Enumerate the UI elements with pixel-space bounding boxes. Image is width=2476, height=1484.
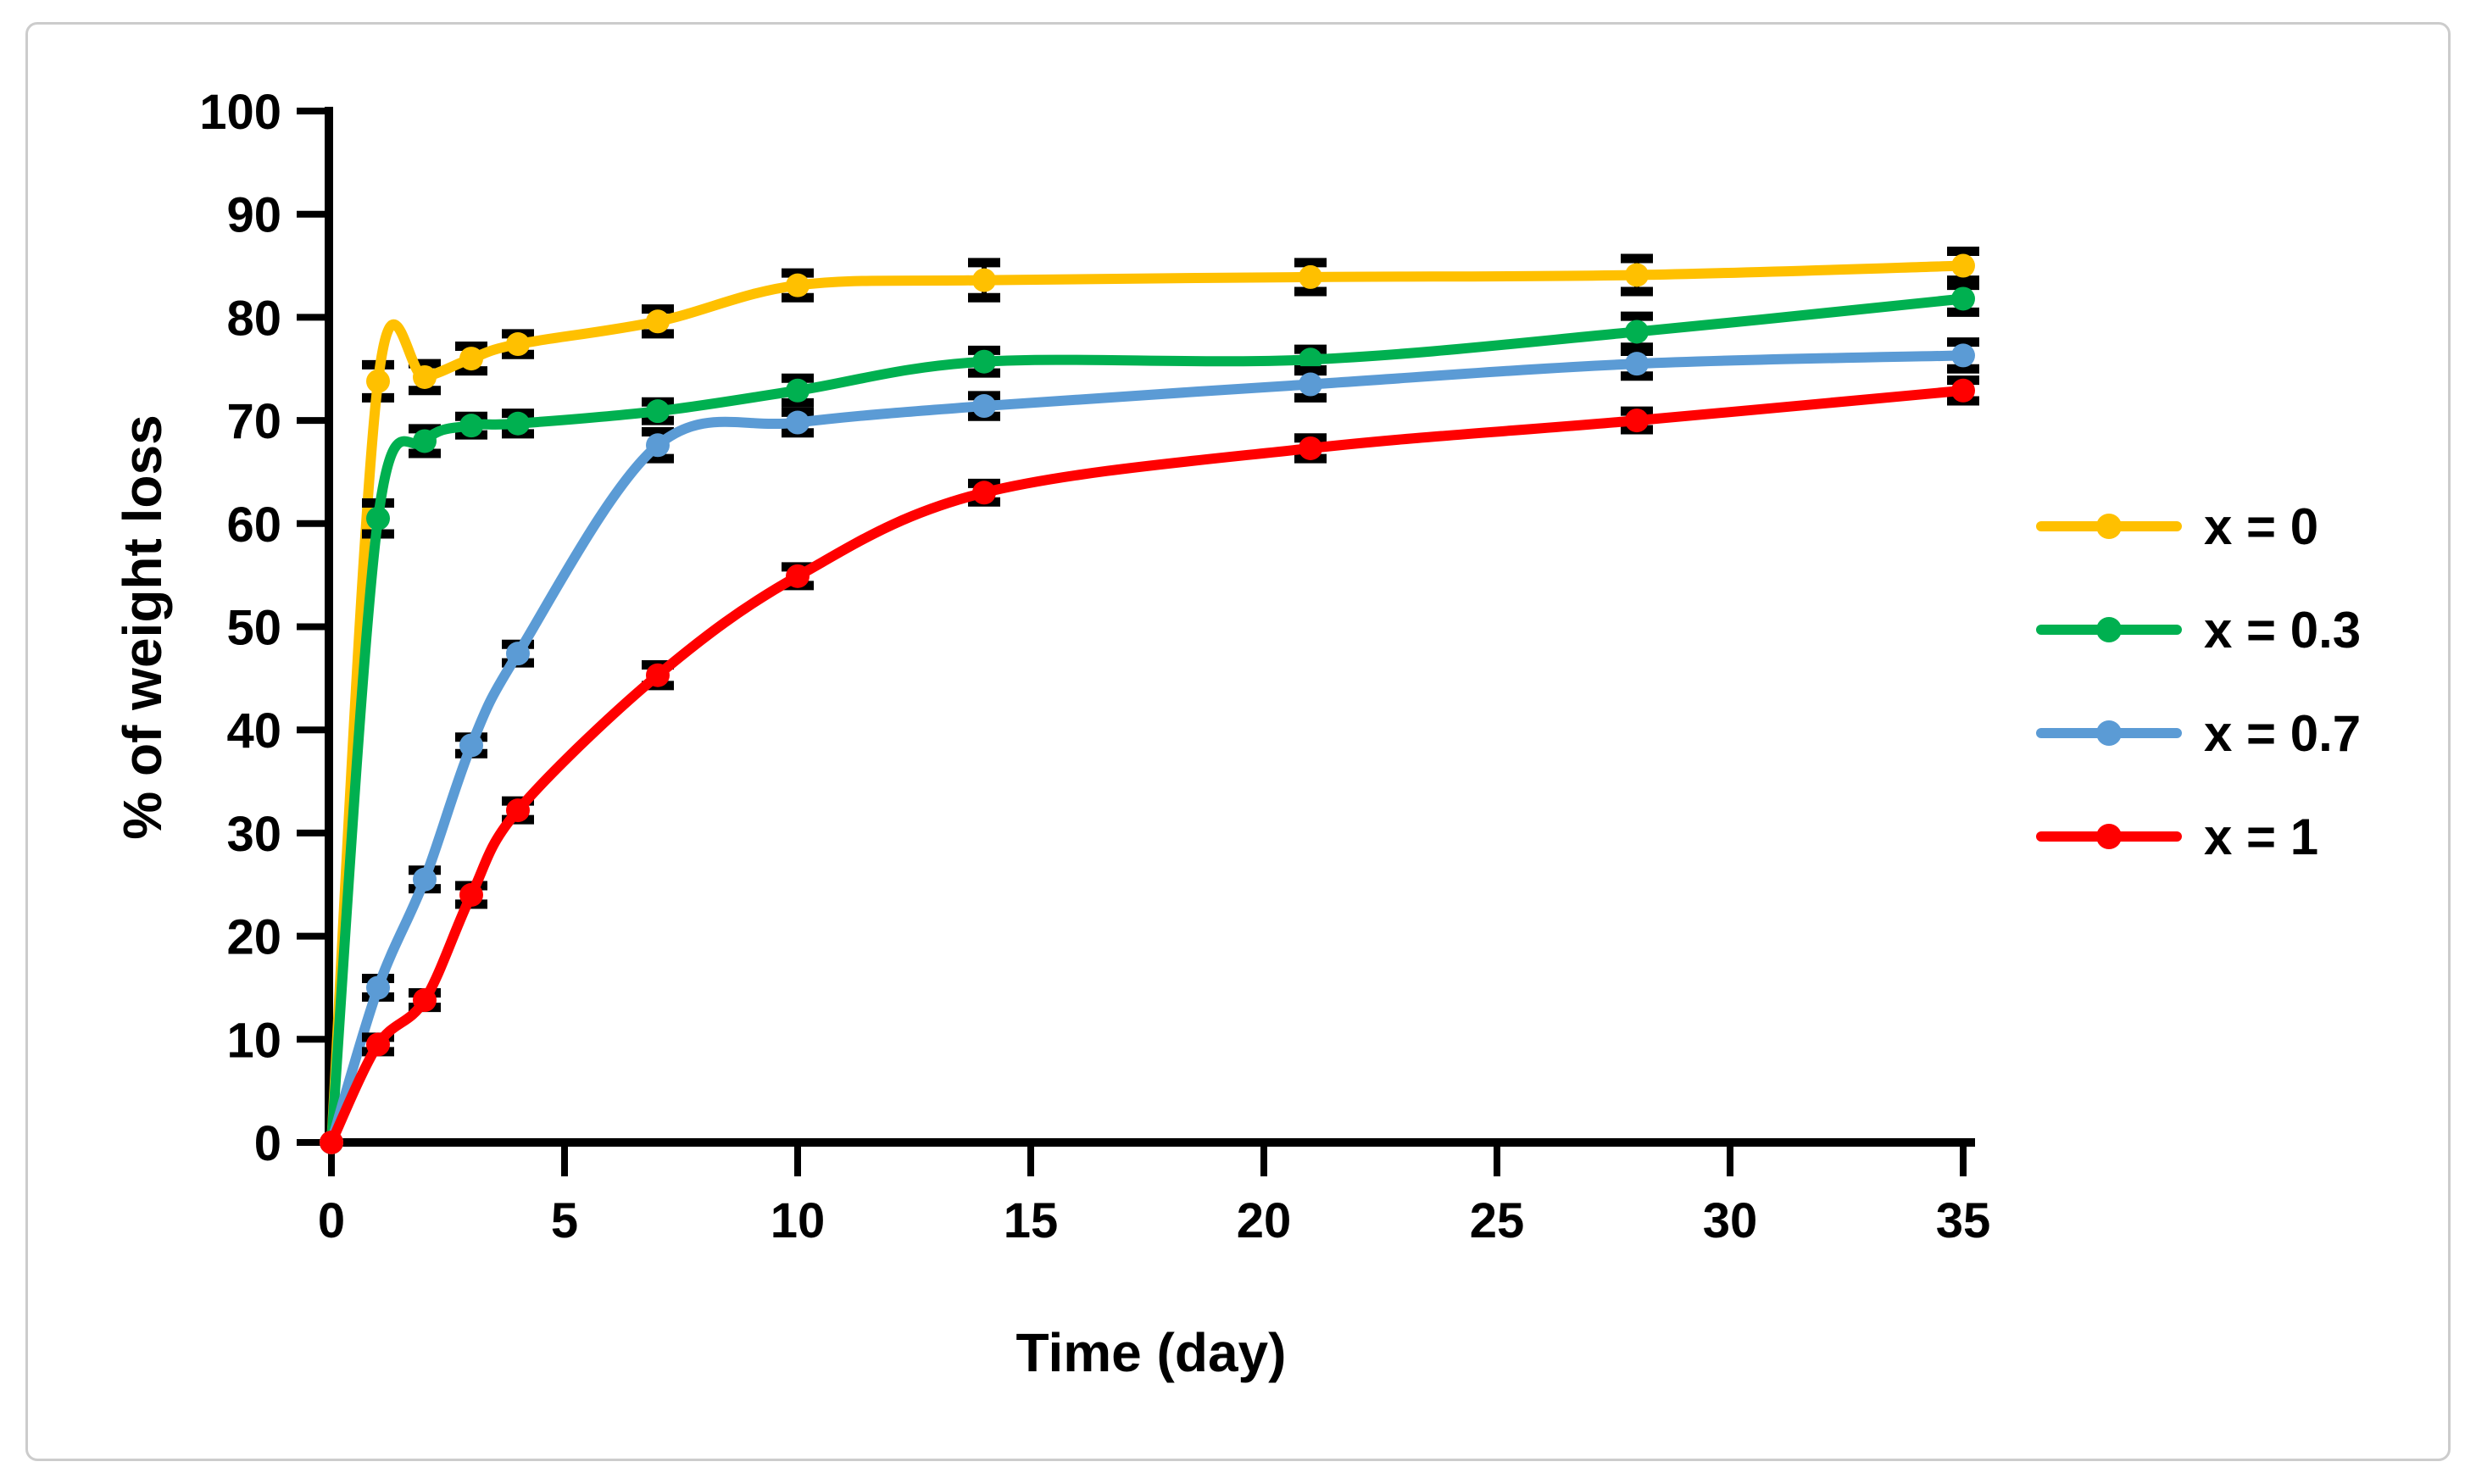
data-point-marker-2 — [413, 867, 437, 892]
legend-item-x0: x = 0 — [2036, 475, 2361, 578]
data-point-marker-3 — [1625, 409, 1649, 433]
y-axis-tick-label: 50 — [226, 601, 281, 656]
data-point-marker-0 — [459, 347, 483, 371]
data-point-marker-0 — [1625, 263, 1649, 287]
legend-item-x07: x = 0.7 — [2036, 681, 2361, 785]
legend-line-swatch-x0 — [2036, 514, 2182, 539]
data-point-marker-0 — [786, 273, 810, 297]
data-point-marker-3 — [1299, 436, 1322, 460]
legend-item-x1: x = 1 — [2036, 785, 2361, 888]
x-axis-tick-label: 20 — [1237, 1193, 1292, 1248]
series-line-1 — [326, 293, 1968, 1148]
data-point-marker-2 — [1625, 352, 1649, 376]
data-point-marker-2 — [786, 410, 810, 435]
x-axis-tick-label: 15 — [1004, 1193, 1059, 1248]
y-axis-tick-label: 30 — [226, 807, 281, 862]
y-axis-tick-label: 70 — [226, 394, 281, 449]
data-point-marker-2 — [366, 975, 390, 1000]
y-axis-title: % of weight loss — [112, 414, 173, 839]
data-point-marker-2 — [972, 394, 996, 419]
y-axis-tick-label: 80 — [226, 291, 281, 346]
data-point-marker-3 — [506, 798, 530, 823]
figure-frame — [25, 22, 2451, 1461]
data-point-marker-1 — [413, 429, 437, 453]
y-axis-tick-label: 20 — [226, 910, 281, 965]
data-point-marker-1 — [972, 349, 996, 374]
data-point-marker-3 — [459, 882, 483, 907]
data-point-marker-1 — [1951, 286, 1975, 311]
legend-label-x07: x = 0.7 — [2204, 704, 2362, 762]
y-axis-tick-label: 60 — [226, 497, 281, 553]
data-point-marker-0 — [413, 364, 437, 389]
legend-marker-dot-x0 — [2096, 514, 2122, 539]
legend-marker-dot-x07 — [2096, 720, 2122, 746]
data-point-marker-1 — [646, 399, 670, 424]
data-point-marker-1 — [366, 506, 390, 531]
x-axis-tick-label: 10 — [771, 1193, 826, 1248]
x-axis-tick-label: 5 — [551, 1193, 578, 1248]
data-point-marker-0 — [1299, 264, 1322, 289]
data-point-marker-1 — [1299, 347, 1322, 372]
y-axis-tick-label: 90 — [226, 188, 281, 243]
data-point-marker-2 — [506, 642, 530, 666]
y-axis-tick-label: 10 — [226, 1013, 281, 1068]
data-point-marker-3 — [320, 1131, 343, 1154]
data-point-marker-2 — [1299, 372, 1322, 397]
y-axis-tick-label: 40 — [226, 703, 281, 759]
data-point-marker-1 — [1625, 320, 1649, 344]
data-point-marker-1 — [459, 414, 483, 438]
legend-line-swatch-x1 — [2036, 824, 2182, 849]
data-point-marker-3 — [413, 988, 437, 1013]
data-point-marker-1 — [506, 411, 530, 436]
y-axis-tick-label: 0 — [254, 1116, 281, 1171]
legend-item-x03: x = 0.3 — [2036, 578, 2361, 681]
data-point-marker-0 — [1951, 253, 1975, 278]
legend-label-x03: x = 0.3 — [2204, 601, 2362, 659]
legend-line-swatch-x03 — [2036, 617, 2182, 642]
data-point-marker-0 — [506, 332, 530, 357]
data-point-marker-3 — [366, 1032, 390, 1057]
x-axis-title: Time (day) — [1016, 1322, 1287, 1383]
data-point-marker-1 — [786, 378, 810, 403]
legend-line-swatch-x07 — [2036, 720, 2182, 746]
series-line-3 — [326, 385, 1968, 1148]
x-axis-tick-label: 30 — [1703, 1193, 1758, 1248]
legend-marker-dot-x03 — [2096, 617, 2122, 642]
data-point-marker-0 — [646, 309, 670, 334]
data-point-marker-0 — [972, 268, 996, 292]
data-point-marker-3 — [1951, 378, 1975, 403]
legend-marker-dot-x1 — [2096, 824, 2122, 849]
data-point-marker-3 — [646, 663, 670, 687]
x-axis-tick-label: 0 — [318, 1193, 345, 1248]
x-axis-tick-label: 35 — [1936, 1193, 1991, 1248]
chart-legend: x = 0 x = 0.3 x = 0.7 x = 1 — [2036, 475, 2361, 888]
data-point-marker-2 — [459, 733, 483, 758]
x-axis-tick-label: 25 — [1470, 1193, 1525, 1248]
data-point-marker-0 — [366, 369, 390, 393]
legend-label-x1: x = 1 — [2204, 808, 2319, 865]
y-axis-tick-label: 100 — [199, 85, 281, 140]
data-point-marker-3 — [972, 481, 996, 505]
data-point-marker-2 — [1951, 343, 1975, 368]
legend-label-x0: x = 0 — [2204, 497, 2319, 555]
data-point-marker-2 — [646, 433, 670, 458]
data-point-marker-3 — [786, 564, 810, 588]
